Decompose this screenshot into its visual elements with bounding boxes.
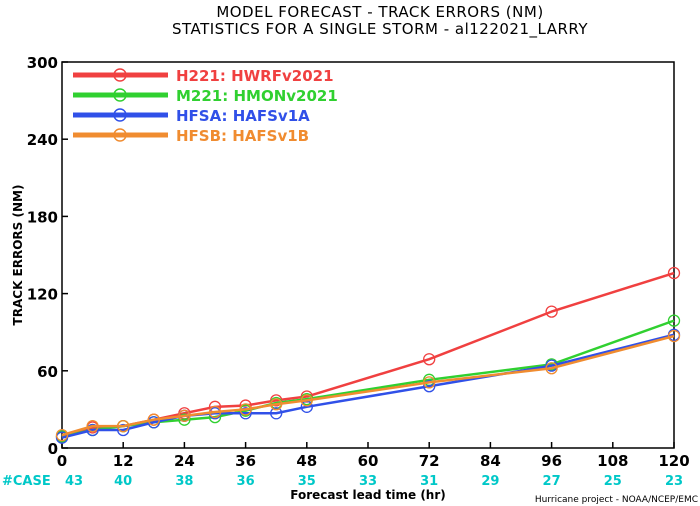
case-count: 31	[420, 474, 438, 489]
data-point	[178, 409, 191, 422]
x-tick-label: 60	[358, 452, 379, 470]
data-point	[86, 419, 99, 433]
data-point	[117, 419, 130, 433]
x-tick-label: 96	[541, 452, 562, 470]
data-point	[423, 380, 436, 393]
case-count: 27	[543, 474, 561, 489]
x-axis-label: Forecast lead time (hr)	[290, 488, 446, 502]
case-count-label: #CASE	[2, 474, 51, 489]
data-point	[423, 353, 436, 366]
legend-label: H221: HWRFv2021	[176, 67, 334, 85]
legend-label: HFSB: HAFSv1B	[176, 127, 309, 145]
case-count: 25	[604, 474, 622, 489]
data-point	[545, 362, 558, 375]
series-group	[55, 329, 681, 442]
series-lines	[55, 266, 681, 444]
y-tick-label: 0	[48, 440, 58, 458]
legend-marker	[113, 108, 127, 122]
x-tick-label: 36	[235, 452, 256, 470]
data-point	[667, 329, 681, 343]
case-count: 35	[298, 474, 316, 489]
data-point	[208, 405, 222, 419]
data-point	[423, 376, 436, 389]
data-point	[117, 423, 130, 437]
x-tick-label: 72	[419, 452, 440, 470]
axis-ticks: 0 12 24 36 48 60 72 84 96 108 120 0 60 120 180 240 300	[27, 54, 690, 470]
data-point	[147, 413, 160, 426]
case-count: 38	[175, 474, 193, 489]
y-tick-label: 120	[27, 286, 58, 304]
legend-label: HFSA: HAFSv1A	[176, 107, 310, 125]
x-tick-label: 24	[174, 452, 195, 470]
x-tick-label: 12	[113, 452, 134, 470]
case-count: 29	[481, 474, 499, 489]
legend-marker	[113, 88, 127, 102]
x-tick-label: 108	[597, 452, 628, 470]
series-group	[55, 328, 681, 444]
data-point	[667, 314, 681, 327]
data-point	[270, 407, 283, 420]
data-point	[55, 428, 69, 442]
data-point	[178, 413, 191, 426]
data-point	[667, 266, 681, 280]
y-axis-label: TRACK ERRORS (NM)	[11, 185, 25, 326]
y-tick-label: 240	[27, 131, 58, 149]
legend-item: M221: HMONv2021	[73, 87, 338, 105]
series-line	[61, 334, 675, 437]
legend-label: M221: HMONv2021	[176, 87, 338, 105]
x-tick-label: 120	[658, 452, 689, 470]
data-point	[86, 423, 99, 437]
chart-title: MODEL FORECAST - TRACK ERRORS (NM)	[216, 3, 543, 21]
legend-item: H221: HWRFv2021	[73, 67, 334, 85]
case-count: 33	[359, 474, 377, 489]
legend-marker	[113, 128, 127, 142]
data-point	[239, 407, 252, 420]
case-count: 23	[665, 474, 683, 489]
data-point	[239, 403, 252, 416]
y-tick-label: 60	[37, 363, 58, 381]
case-count: 40	[114, 474, 132, 489]
y-tick-label: 300	[27, 54, 58, 72]
data-point	[545, 305, 558, 318]
x-tick-label: 84	[480, 452, 501, 470]
legend: H221: HWRFv2021 M221: HMONv2021 HFSA: HAFS…	[73, 67, 338, 145]
case-counts: 43 40 38 36 35 33 31 29 27 25 23	[65, 474, 683, 489]
legend-item: HFSB: HAFSv1B	[73, 127, 309, 145]
data-point	[300, 394, 313, 407]
legend-marker	[113, 68, 127, 82]
x-tick-label: 48	[296, 452, 317, 470]
series-line	[61, 333, 675, 439]
credit-text: Hurricane project - NOAA/NCEP/EMC	[535, 495, 698, 505]
chart-subtitle: STATISTICS FOR A SINGLE STORM - al122021…	[172, 20, 588, 39]
case-count: 43	[65, 474, 83, 489]
legend-item: HFSA: HAFSv1A	[73, 107, 310, 125]
y-tick-label: 180	[27, 208, 58, 226]
data-point	[270, 398, 283, 411]
case-count: 36	[237, 474, 255, 489]
x-tick-label: 0	[57, 452, 67, 470]
